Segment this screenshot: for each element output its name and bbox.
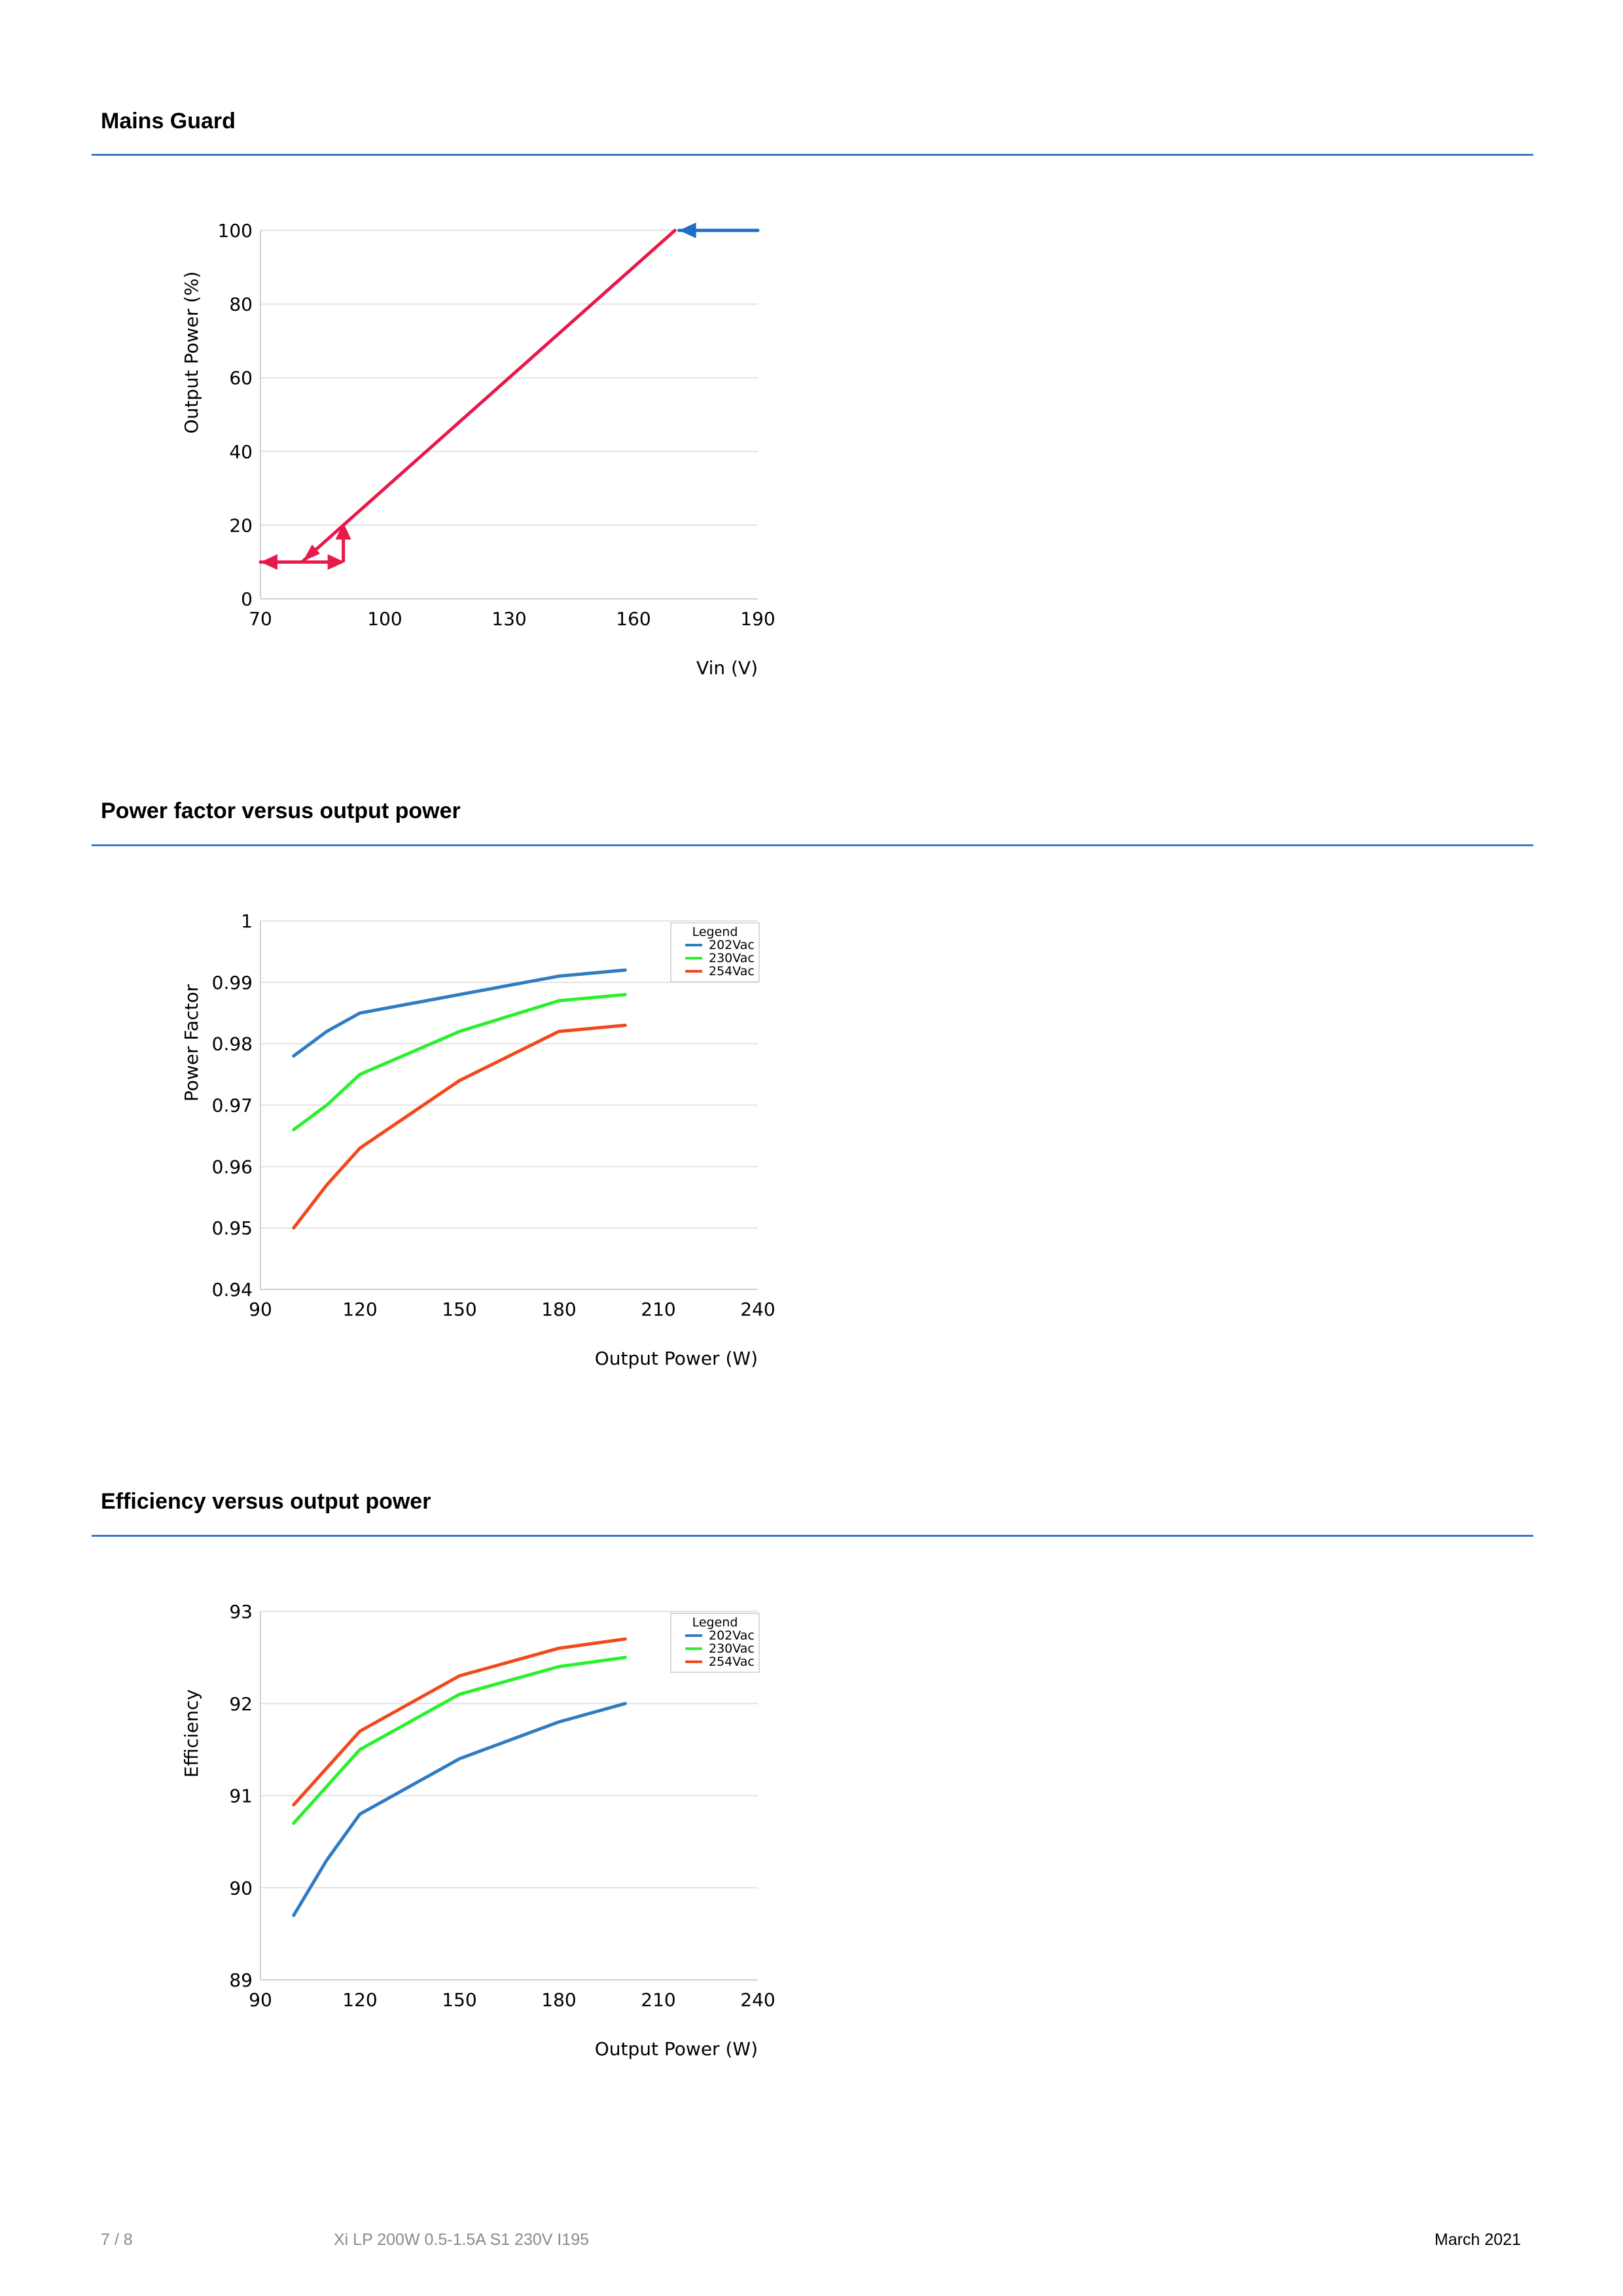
x-tick-label: 240 bbox=[740, 1299, 775, 1320]
arrow-left-icon bbox=[679, 223, 696, 238]
arrow-right-icon bbox=[327, 554, 345, 570]
y-axis-title: Efficiency bbox=[181, 1689, 202, 1778]
section-title-efficiency: Efficiency versus output power bbox=[101, 1489, 431, 1514]
series-line-230Vac bbox=[292, 1655, 627, 1825]
x-tick-label: 120 bbox=[342, 1989, 377, 2011]
y-tick-label: 0.95 bbox=[212, 1217, 253, 1239]
x-tick-label: 180 bbox=[541, 1989, 576, 2011]
x-tick-label: 210 bbox=[641, 1299, 675, 1320]
legend-title: Legend bbox=[692, 925, 738, 939]
x-axis-title: Output Power (W) bbox=[595, 2038, 758, 2060]
y-tick-label: 89 bbox=[229, 1969, 253, 1991]
y-tick-label: 40 bbox=[229, 441, 253, 463]
y-tick-label: 80 bbox=[229, 294, 253, 315]
document-date: March 2021 bbox=[1435, 2231, 1522, 2249]
legend-label: 254Vac bbox=[709, 964, 755, 978]
y-tick-label: 0.99 bbox=[212, 972, 253, 994]
arrow-down-left-icon bbox=[302, 544, 320, 562]
power-factor-chart: 0.94 0.95 0.96 0.97 0.98 0.99 1 90 120 150 180 210 2… bbox=[181, 910, 776, 1369]
y-axis-title: Output Power (%) bbox=[181, 271, 202, 433]
series-line-line bbox=[259, 228, 677, 564]
x-tick-label: 90 bbox=[249, 1989, 272, 2011]
y-tick-label: 91 bbox=[229, 1785, 253, 1807]
page-number: 7 / 8 bbox=[101, 2231, 133, 2249]
arrow-left-icon bbox=[260, 554, 277, 570]
x-tick-label: 90 bbox=[249, 1299, 272, 1320]
y-tick-label: 100 bbox=[218, 220, 253, 242]
y-tick-label: 90 bbox=[229, 1877, 253, 1899]
mains-guard-chart: 0 20 40 60 80 100 70 100 130 160 190 Vin (V) Output … bbox=[181, 220, 776, 679]
series-line-230Vac bbox=[292, 993, 627, 1132]
legend-title: Legend bbox=[692, 1615, 738, 1630]
series-line-254Vac bbox=[292, 1637, 627, 1807]
y-tick-label: 92 bbox=[229, 1693, 253, 1715]
y-tick-label: 0.97 bbox=[212, 1095, 253, 1117]
section-title-power-factor: Power factor versus output power bbox=[101, 798, 461, 823]
legend-label: 202Vac bbox=[709, 1628, 755, 1643]
arrow-up-icon bbox=[335, 522, 351, 540]
legend-label: 230Vac bbox=[709, 951, 755, 965]
x-tick-label: 180 bbox=[541, 1299, 576, 1320]
x-tick-label: 130 bbox=[491, 608, 526, 630]
series-line-202Vac bbox=[292, 1702, 627, 1917]
legend-label: 202Vac bbox=[709, 938, 755, 952]
x-axis-title: Output Power (W) bbox=[595, 1348, 758, 1369]
legend-label: 230Vac bbox=[709, 1641, 755, 1656]
section-title-mains-guard: Mains Guard bbox=[101, 109, 236, 134]
x-tick-label: 240 bbox=[740, 1989, 775, 2011]
x-tick-label: 150 bbox=[442, 1989, 476, 2011]
y-tick-label: 60 bbox=[229, 367, 253, 389]
x-tick-label: 150 bbox=[442, 1299, 476, 1320]
x-tick-label: 120 bbox=[342, 1299, 377, 1320]
x-tick-label: 190 bbox=[740, 608, 775, 630]
y-tick-label: 1 bbox=[241, 910, 253, 932]
series-line-254Vac bbox=[292, 1024, 627, 1230]
x-tick-label: 70 bbox=[249, 608, 272, 630]
x-tick-label: 100 bbox=[367, 608, 402, 630]
x-axis-title: Vin (V) bbox=[696, 657, 758, 679]
x-tick-label: 210 bbox=[641, 1989, 675, 2011]
y-tick-label: 93 bbox=[229, 1601, 253, 1623]
section-divider bbox=[92, 1535, 1533, 1537]
product-name: Xi LP 200W 0.5-1.5A S1 230V I195 bbox=[334, 2231, 590, 2249]
y-tick-label: 20 bbox=[229, 514, 253, 536]
y-tick-label: 0.98 bbox=[212, 1033, 253, 1055]
series-line-202Vac bbox=[292, 968, 627, 1058]
y-tick-label: 0.96 bbox=[212, 1156, 253, 1177]
y-tick-label: 0 bbox=[241, 588, 253, 610]
legend-label: 254Vac bbox=[709, 1655, 755, 1669]
y-tick-label: 0.94 bbox=[212, 1279, 253, 1300]
section-divider bbox=[92, 844, 1533, 846]
x-tick-label: 160 bbox=[616, 608, 651, 630]
section-divider bbox=[92, 154, 1533, 156]
y-axis-title: Power Factor bbox=[181, 984, 202, 1102]
